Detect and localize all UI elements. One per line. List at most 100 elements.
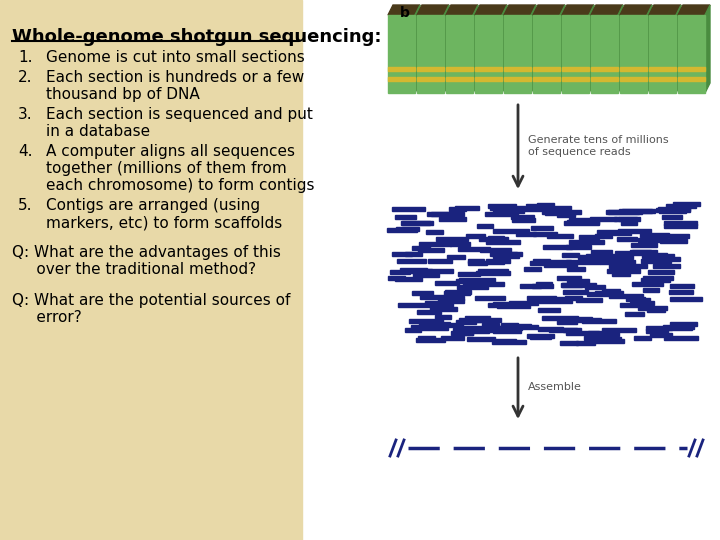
Bar — [485, 212, 518, 216]
Bar — [656, 208, 690, 212]
Bar — [485, 240, 520, 245]
Bar — [585, 254, 619, 258]
Polygon shape — [591, 5, 623, 15]
Bar — [530, 335, 552, 339]
Bar — [488, 326, 521, 330]
Bar — [562, 253, 580, 257]
Bar — [501, 323, 518, 327]
Bar — [504, 77, 531, 81]
Bar — [474, 296, 505, 300]
Bar — [566, 260, 600, 264]
Text: Whole-genome shotgun sequencing:: Whole-genome shotgun sequencing: — [12, 28, 382, 46]
Bar — [0, 0, 302, 540]
Bar — [567, 267, 585, 271]
Bar — [646, 327, 672, 330]
Bar — [566, 330, 599, 335]
Bar — [449, 207, 466, 211]
Bar — [487, 204, 516, 208]
Polygon shape — [562, 5, 594, 15]
Text: of sequence reads: of sequence reads — [528, 147, 631, 157]
Bar — [533, 232, 557, 237]
Bar — [457, 272, 480, 276]
Polygon shape — [388, 5, 420, 15]
Bar — [650, 333, 672, 338]
Polygon shape — [415, 5, 420, 93]
Bar — [459, 278, 495, 282]
Bar — [454, 329, 489, 333]
Bar — [467, 337, 495, 341]
Bar — [418, 335, 436, 340]
Bar — [597, 230, 618, 233]
Bar — [563, 291, 588, 294]
Bar — [387, 228, 417, 232]
Bar — [435, 315, 451, 319]
Bar — [542, 210, 566, 214]
Text: 5.: 5. — [18, 198, 32, 213]
Bar — [631, 244, 657, 247]
Bar — [527, 296, 556, 300]
Bar — [614, 218, 637, 221]
Text: Each section is hundreds or a few: Each section is hundreds or a few — [46, 70, 305, 85]
Bar — [419, 326, 449, 329]
Bar — [487, 302, 515, 307]
Bar — [544, 264, 577, 267]
Bar — [511, 215, 534, 219]
Bar — [642, 254, 674, 258]
Bar — [402, 221, 430, 225]
Bar — [490, 206, 525, 210]
Bar — [595, 291, 624, 294]
Bar — [649, 77, 676, 81]
Bar — [493, 329, 521, 333]
Bar — [441, 336, 464, 340]
Bar — [557, 320, 577, 324]
Bar — [539, 327, 563, 331]
Bar — [564, 221, 599, 225]
Bar — [588, 292, 609, 296]
Bar — [530, 261, 556, 265]
Bar — [542, 316, 578, 320]
Bar — [621, 264, 647, 268]
Bar — [642, 278, 670, 282]
Bar — [576, 341, 595, 345]
Bar — [441, 241, 463, 245]
Bar — [433, 303, 453, 307]
Polygon shape — [417, 5, 449, 15]
Bar — [412, 291, 433, 294]
Bar — [417, 15, 444, 93]
Bar — [567, 279, 589, 283]
Bar — [510, 301, 538, 305]
Bar — [631, 301, 654, 305]
Polygon shape — [589, 5, 594, 93]
Bar — [400, 268, 427, 272]
Polygon shape — [647, 5, 652, 93]
Bar — [512, 325, 538, 329]
Polygon shape — [446, 5, 478, 15]
Polygon shape — [705, 5, 710, 93]
Bar — [508, 207, 544, 211]
Text: over the traditional method?: over the traditional method? — [12, 262, 256, 277]
Bar — [422, 269, 453, 273]
Bar — [665, 221, 696, 225]
Bar — [539, 308, 559, 312]
Bar — [669, 289, 693, 294]
Bar — [646, 329, 668, 333]
Bar — [644, 253, 667, 258]
Bar — [647, 308, 665, 313]
Bar — [512, 218, 535, 222]
Polygon shape — [678, 5, 710, 15]
Bar — [648, 271, 674, 274]
Bar — [413, 273, 438, 277]
Bar — [456, 320, 476, 323]
Bar — [539, 299, 572, 302]
Bar — [619, 210, 654, 213]
Bar — [523, 267, 541, 272]
Bar — [397, 259, 426, 264]
Bar — [591, 249, 613, 254]
Bar — [420, 295, 454, 299]
Bar — [446, 296, 464, 300]
Bar — [428, 259, 452, 263]
Bar — [405, 328, 421, 332]
Bar — [630, 298, 649, 302]
Bar — [543, 245, 572, 249]
Bar — [482, 323, 499, 327]
